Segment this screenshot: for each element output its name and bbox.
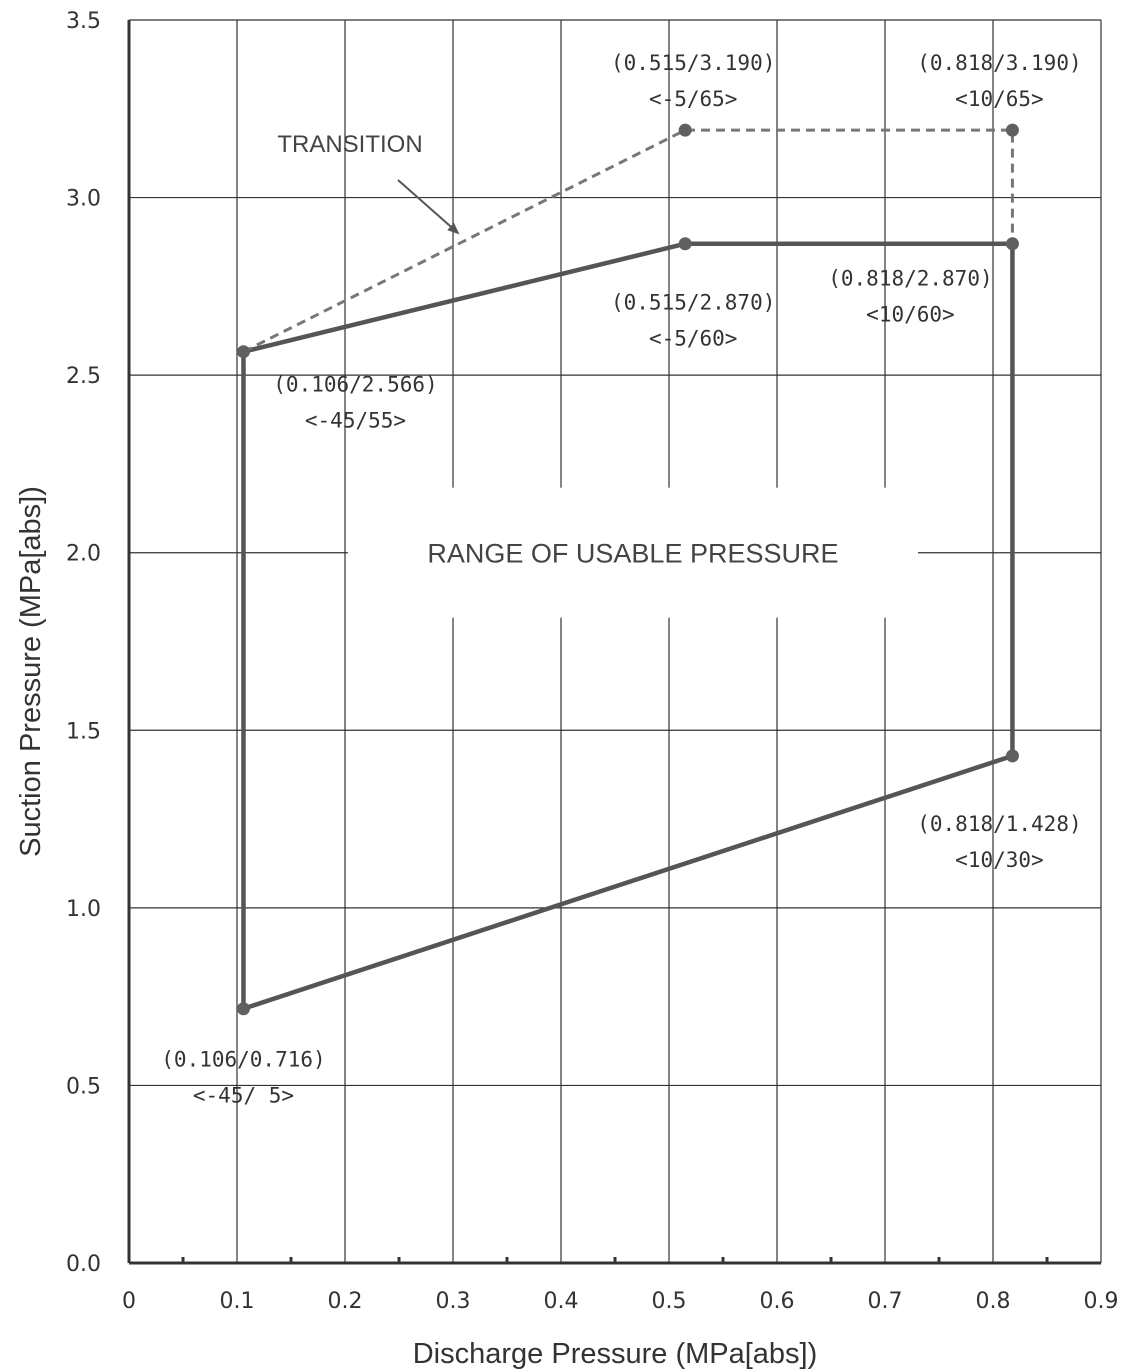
x-tick-label: 0.8 (976, 1289, 1011, 1314)
point-label-coords: (0.106/0.716) (161, 1048, 325, 1072)
data-point (1005, 237, 1019, 251)
axes (127, 20, 1101, 1265)
point-label-coords: (0.818/2.870) (828, 267, 992, 291)
x-tick-label: 0 (122, 1289, 136, 1314)
grid (129, 19, 1102, 1263)
y-tick-label: 1.5 (66, 719, 101, 744)
x-tick-label: 0.4 (544, 1289, 579, 1314)
y-tick-label: 0.0 (66, 1252, 101, 1277)
tick-labels: 0 0.1 0.2 0.3 0.4 0.5 0.6 0.7 0.8 0.9 0.0 0.5 1.0 1.5… (66, 9, 1119, 1314)
data-point (678, 123, 692, 137)
usable-range-line (241, 241, 1015, 1011)
x-tick-label: 0.6 (760, 1289, 795, 1314)
transition-boundary-line (242, 128, 1014, 354)
data-point (1005, 123, 1019, 137)
point-label-temps: <10/30> (955, 848, 1044, 872)
point-label-temps: <10/60> (866, 303, 955, 327)
data-point (236, 345, 250, 359)
region-label: RANGE OF USABLE PRESSURE (427, 539, 838, 569)
point-label-temps: <-45/55> (305, 409, 406, 433)
point-label-temps: <-45/ 5> (193, 1084, 294, 1108)
x-tick-label: 0.7 (868, 1289, 903, 1314)
transition-arrow (397, 179, 460, 235)
x-tick-label: 0.9 (1084, 1289, 1119, 1314)
point-labels: (0.106/0.716) <-45/ 5> (0.106/2.566) <-45/5… (161, 51, 1081, 1108)
point-label-coords: (0.515/3.190) (611, 51, 775, 75)
point-label-temps: <10/65> (955, 87, 1044, 111)
x-tick-label: 0.5 (652, 1289, 687, 1314)
x-tick-label: 0.1 (220, 1289, 255, 1314)
point-label-coords: (0.106/2.566) (273, 373, 437, 397)
point-label-temps: <-5/60> (649, 327, 738, 351)
data-point (236, 1002, 250, 1016)
region-label-group: RANGE OF USABLE PRESSURE (347, 487, 918, 618)
x-tick-label: 0.3 (436, 1289, 471, 1314)
y-tick-label: 2.5 (66, 364, 101, 389)
data-point (678, 237, 692, 251)
region-label-background (347, 487, 918, 618)
x-tick-label: 0.2 (328, 1289, 363, 1314)
y-tick-label: 3.5 (66, 9, 101, 34)
data-point (1005, 749, 1019, 763)
transition-annotation: TRANSITION (277, 131, 460, 235)
y-tick-label: 2.0 (66, 542, 101, 567)
series (236, 123, 1019, 1016)
point-label-coords: (0.818/1.428) (917, 812, 1081, 836)
transition-label: TRANSITION (277, 131, 422, 158)
y-tick-label: 0.5 (66, 1074, 101, 1099)
point-label-coords: (0.818/3.190) (917, 51, 1081, 75)
y-axis-title: Suction Pressure (MPa[abs]) (15, 486, 47, 857)
point-label-coords: (0.515/2.870) (611, 291, 775, 315)
y-tick-label: 1.0 (66, 897, 101, 922)
point-label-temps: <-5/65> (649, 87, 738, 111)
x-axis-title: Discharge Pressure (MPa[abs]) (413, 1338, 818, 1370)
y-tick-label: 3.0 (66, 187, 101, 212)
